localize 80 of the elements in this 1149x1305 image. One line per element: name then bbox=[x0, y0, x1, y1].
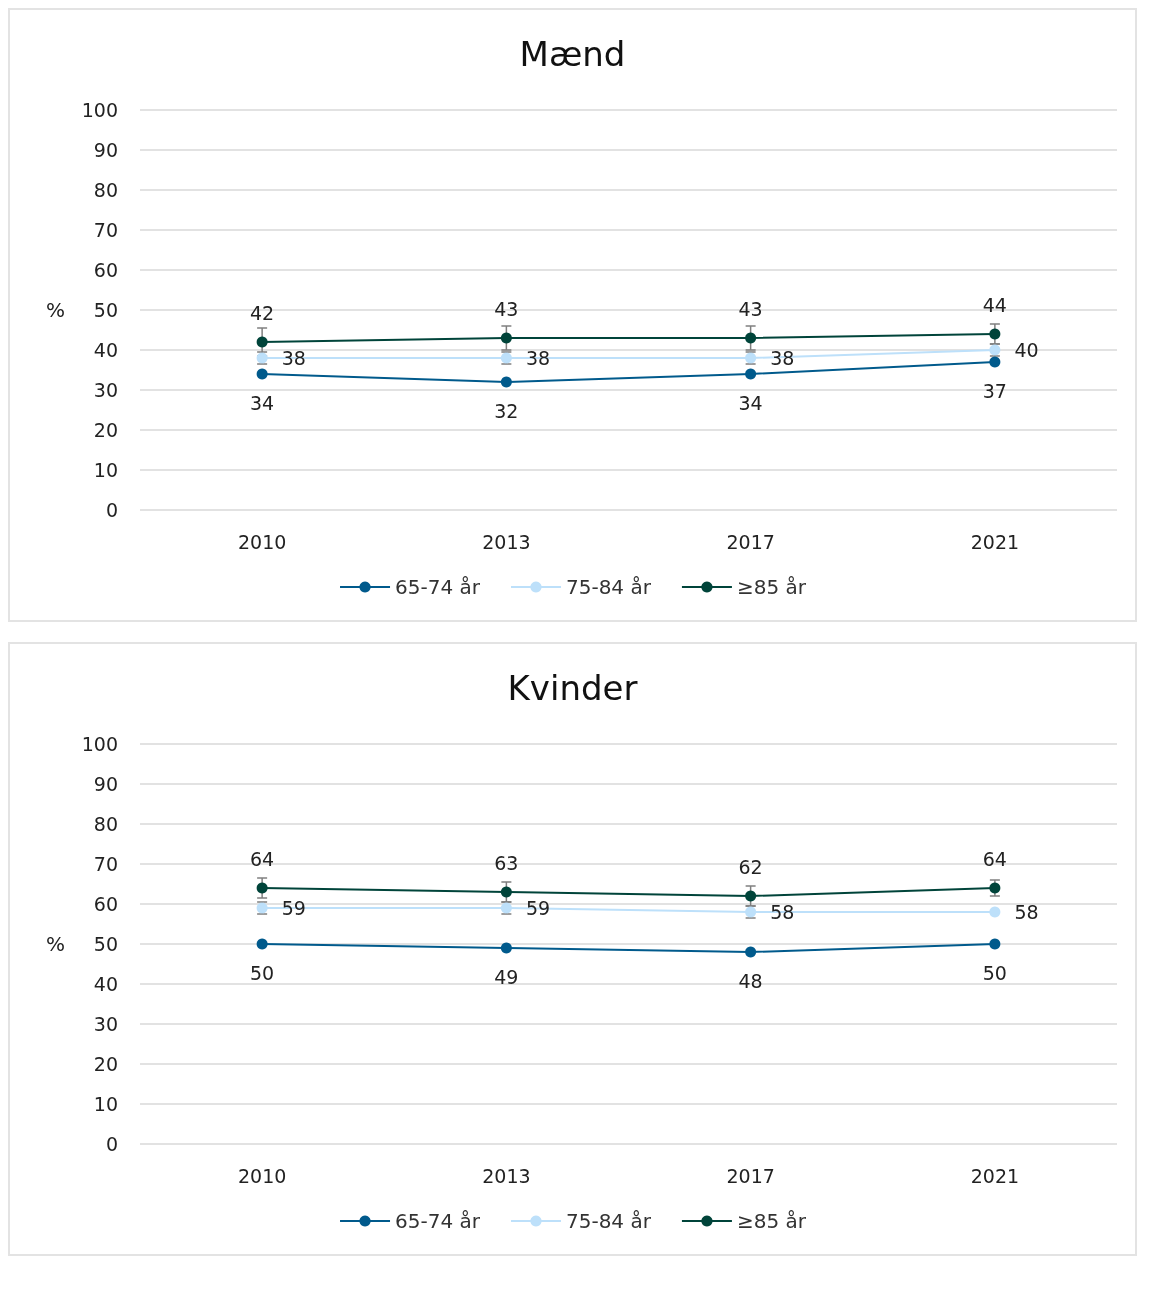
point bbox=[256, 882, 268, 894]
data-label: 43 bbox=[738, 298, 763, 320]
y-tick-label: 0 bbox=[105, 1133, 118, 1155]
point bbox=[989, 906, 1001, 918]
legend-label: 65-74 år bbox=[395, 1209, 481, 1233]
y-tick-label: 40 bbox=[93, 973, 118, 995]
y-tick-label: 30 bbox=[93, 379, 118, 401]
data-label: 62 bbox=[738, 856, 763, 878]
x-tick-label: 2017 bbox=[726, 530, 775, 553]
point bbox=[745, 368, 757, 380]
legend-label: ≥85 år bbox=[736, 1209, 807, 1233]
data-label: 64 bbox=[982, 848, 1007, 870]
y-tick-label: 50 bbox=[93, 933, 118, 955]
point bbox=[500, 332, 512, 344]
y-tick-label: 10 bbox=[93, 1093, 118, 1115]
y-tick-label: 70 bbox=[93, 219, 118, 241]
data-label: 43 bbox=[494, 298, 519, 320]
data-label: 42 bbox=[250, 302, 275, 324]
y-axis-title: % bbox=[45, 932, 65, 956]
legend-label: 75-84 år bbox=[565, 1209, 652, 1233]
data-label: 59 bbox=[281, 897, 306, 919]
y-tick-label: 100 bbox=[81, 733, 118, 755]
data-label: 40 bbox=[1014, 339, 1039, 361]
data-label: 50 bbox=[250, 962, 275, 984]
data-label: 50 bbox=[982, 962, 1007, 984]
y-tick-label: 90 bbox=[93, 139, 118, 161]
point bbox=[745, 946, 757, 958]
y-tick-label: 30 bbox=[93, 1013, 118, 1035]
point bbox=[256, 336, 268, 348]
x-tick-label: 2010 bbox=[237, 1164, 287, 1187]
x-tick-label: 2021 bbox=[970, 530, 1020, 553]
data-label: 49 bbox=[494, 966, 519, 988]
y-tick-label: 80 bbox=[93, 813, 118, 835]
y-axis-title: % bbox=[45, 298, 65, 322]
y-tick-label: 20 bbox=[93, 1053, 118, 1075]
data-label: 38 bbox=[281, 347, 306, 369]
data-label: 38 bbox=[525, 347, 551, 369]
data-label: 38 bbox=[770, 347, 795, 369]
point bbox=[256, 938, 268, 950]
chart-title: Kvinder bbox=[507, 668, 638, 708]
y-tick-label: 40 bbox=[93, 339, 118, 361]
point bbox=[500, 376, 512, 388]
x-tick-label: 2021 bbox=[970, 1164, 1020, 1187]
y-tick-label: 60 bbox=[93, 893, 118, 915]
legend-label: ≥85 år bbox=[736, 575, 807, 599]
point bbox=[989, 938, 1001, 950]
point bbox=[500, 886, 512, 898]
data-label: 63 bbox=[494, 852, 519, 874]
data-label: 59 bbox=[525, 897, 551, 919]
point bbox=[500, 942, 512, 954]
data-label: 34 bbox=[738, 392, 763, 414]
data-label: 58 bbox=[770, 901, 795, 923]
point bbox=[256, 368, 268, 380]
x-tick-label: 2013 bbox=[482, 1164, 531, 1187]
x-tick-label: 2017 bbox=[726, 1164, 775, 1187]
y-tick-label: 80 bbox=[93, 179, 118, 201]
y-tick-label: 10 bbox=[93, 459, 118, 481]
legend-label: 75-84 år bbox=[565, 575, 652, 599]
y-tick-label: 100 bbox=[81, 99, 118, 121]
x-tick-label: 2013 bbox=[482, 530, 531, 553]
data-label: 64 bbox=[250, 848, 275, 870]
point bbox=[989, 356, 1001, 368]
data-label: 48 bbox=[738, 970, 763, 992]
data-label: 58 bbox=[1014, 901, 1039, 923]
point bbox=[745, 332, 757, 344]
data-label: 34 bbox=[250, 392, 275, 414]
data-label: 37 bbox=[982, 380, 1007, 402]
point bbox=[745, 890, 757, 902]
y-tick-label: 0 bbox=[105, 499, 118, 521]
chart-title: Mænd bbox=[519, 34, 626, 74]
y-tick-label: 50 bbox=[93, 299, 118, 321]
y-tick-label: 60 bbox=[93, 259, 118, 281]
x-tick-label: 2010 bbox=[237, 530, 287, 553]
y-tick-label: 20 bbox=[93, 419, 118, 441]
y-tick-label: 90 bbox=[93, 773, 118, 795]
legend-label: 65-74 år bbox=[395, 575, 481, 599]
point bbox=[989, 328, 1001, 340]
data-label: 32 bbox=[494, 400, 519, 422]
y-tick-label: 70 bbox=[93, 853, 118, 875]
data-label: 44 bbox=[982, 294, 1007, 316]
